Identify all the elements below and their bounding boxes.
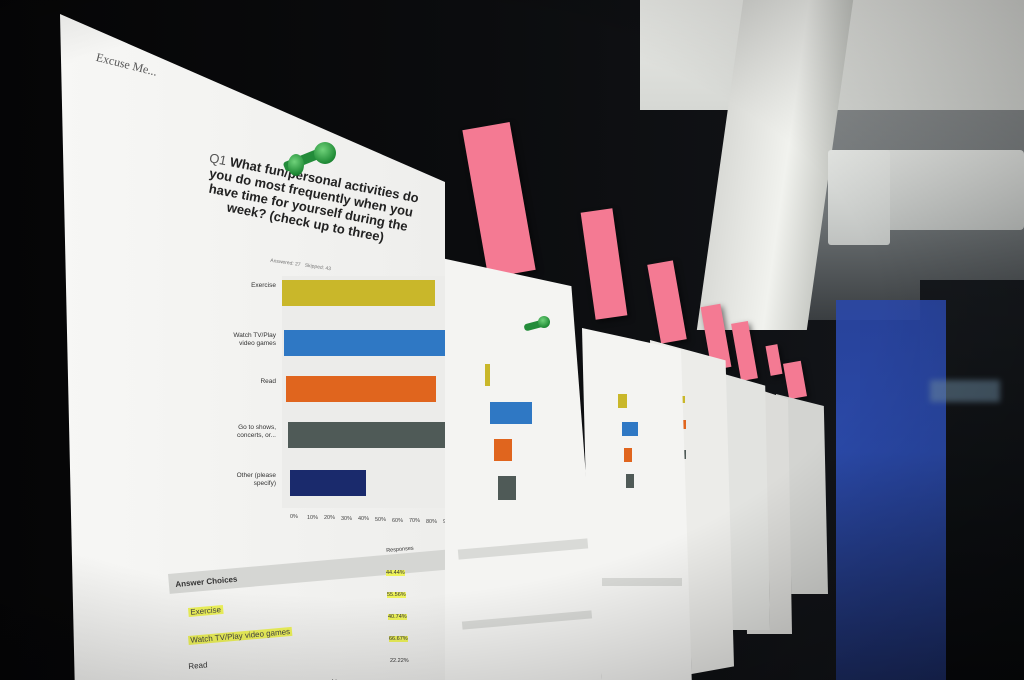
paper-header: Excuse Me... <box>94 50 159 79</box>
chart-bar-mark <box>485 364 490 386</box>
answer-choice: Read <box>188 660 208 671</box>
blue-light-panel <box>836 300 946 680</box>
table-band <box>602 578 682 586</box>
x-tick-label: 70% <box>409 518 421 525</box>
air-duct <box>880 150 1024 230</box>
x-tick-label: 80% <box>426 518 438 525</box>
question-title: Q1 What fun/personal activities do you d… <box>199 150 421 250</box>
skipped-count: Skipped: 43 <box>304 262 332 273</box>
survey-printout-2 <box>432 256 602 680</box>
bar-chart <box>282 276 445 508</box>
table-band <box>457 538 589 560</box>
response-percentage: 44.44% <box>386 570 405 576</box>
response-percentage: 55.56% <box>387 592 406 598</box>
chart-bar-mark <box>624 448 632 462</box>
ceiling-vent <box>828 150 890 245</box>
chart-bar-mark <box>498 476 516 500</box>
response-percentage: 66.67% <box>389 636 408 642</box>
x-tick-label: 0% <box>290 514 298 520</box>
chart-bar <box>286 376 436 402</box>
chart-bar-mark <box>622 422 638 436</box>
chart-bar <box>290 470 367 496</box>
response-counts: Answered: 27 Skipped: 43 <box>270 258 331 272</box>
chart-bar-mark <box>618 394 627 408</box>
category-label: Go to shows, concerts, or... <box>236 424 276 439</box>
chart-bar <box>282 280 435 306</box>
chart-bar-mark <box>490 402 532 424</box>
x-tick-label: 30% <box>341 515 353 522</box>
survey-printout-far <box>582 328 692 680</box>
distant-light <box>930 380 1000 402</box>
response-percentage: 40.74% <box>388 614 407 620</box>
x-tick-label: 40% <box>358 516 370 523</box>
table-row-label: Exercise <box>188 604 224 617</box>
pushpin-head <box>314 142 336 164</box>
question-text: What fun/personal activities do you do m… <box>207 154 421 245</box>
answer-choice: Watch TV/Play video games <box>188 626 293 645</box>
chart-bar <box>288 422 445 448</box>
x-tick-label: 60% <box>392 517 404 524</box>
chart-bar-mark <box>494 439 512 461</box>
table-band <box>461 610 593 630</box>
pushpin-head <box>538 316 550 328</box>
x-tick-label: 90% <box>443 519 445 525</box>
x-tick-label: 20% <box>324 515 336 522</box>
pushpin-base <box>288 154 304 176</box>
answer-choice: Exercise <box>188 604 224 617</box>
category-label: Other (please specify) <box>236 472 276 487</box>
chart-bar <box>284 330 445 356</box>
category-label: Read <box>260 378 276 385</box>
category-label: Exercise <box>251 282 276 289</box>
x-tick-label: 10% <box>307 514 319 521</box>
table-row-label: Watch TV/Play video games <box>188 626 293 645</box>
table-row-label: Read <box>188 660 208 671</box>
category-label: Watch TV/Play video games <box>233 332 276 347</box>
x-tick-label: 50% <box>375 517 387 523</box>
answered-count: Answered: 27 <box>269 257 301 268</box>
response-percentage: 22.22% <box>390 658 409 664</box>
chart-bar-mark <box>626 474 634 488</box>
